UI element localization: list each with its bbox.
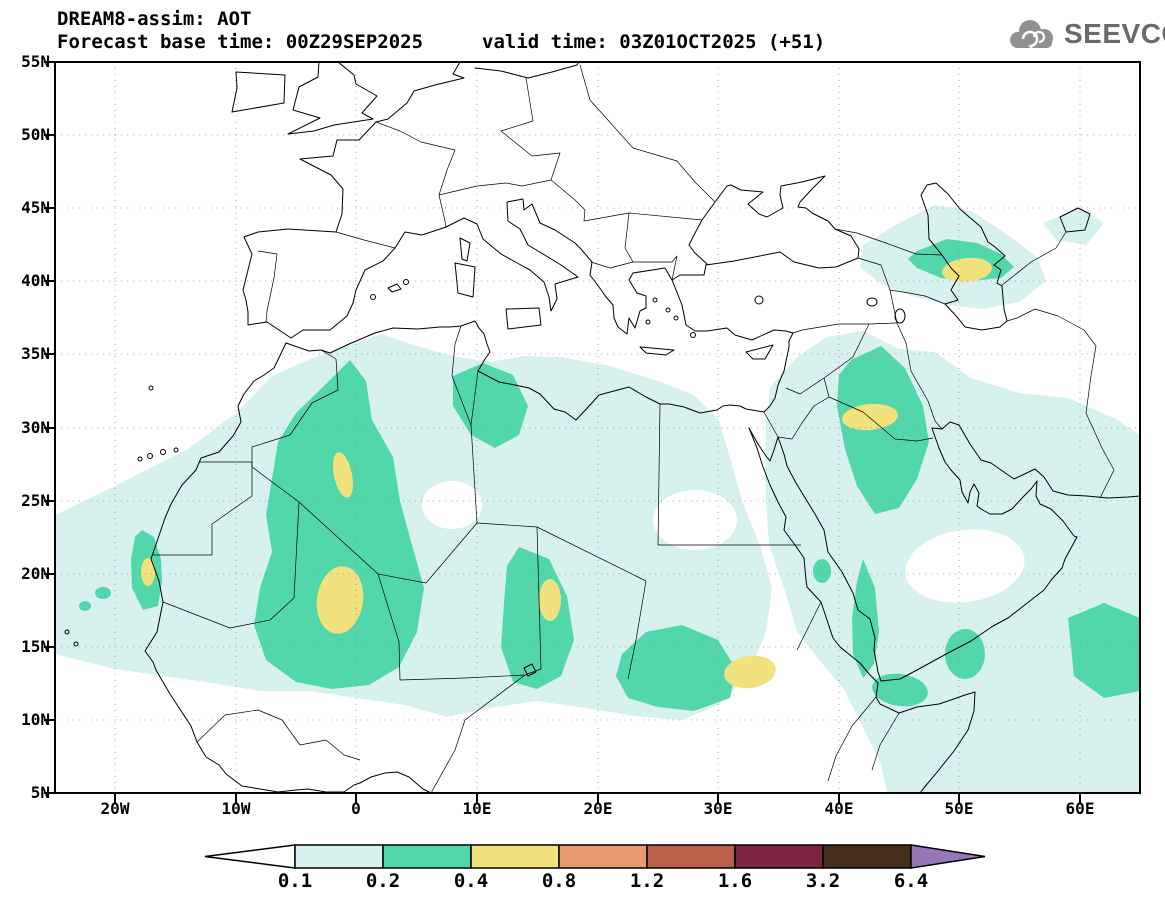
lat-label-45n: 45N — [21, 198, 50, 217]
lon-label-60e: 60E — [1065, 799, 1095, 818]
lat-label-5n: 5N — [30, 783, 50, 802]
lon-label-40e: 40E — [824, 799, 854, 818]
aot-band-0p4 — [141, 257, 992, 689]
lat-label-10n: 10N — [21, 710, 50, 729]
lat-label-35n: 35N — [21, 344, 50, 363]
cloud-logo-icon — [1010, 20, 1053, 49]
colorbar-label-6p4: 6.4 — [893, 870, 929, 892]
colorbar-label-3p2: 3.2 — [805, 870, 841, 892]
lat-label-50n: 50N — [21, 125, 50, 144]
lon-label-10w: 10W — [221, 799, 251, 818]
country-borders — [152, 64, 1115, 793]
lat-label-40n: 40N — [21, 271, 50, 290]
lon-label-30e: 30E — [703, 799, 733, 818]
colorbar-segment — [382, 844, 472, 869]
colorbar-label-0p2: 0.2 — [365, 870, 401, 892]
lat-label-15n: 15N — [21, 637, 50, 656]
seevccc-logo: SEEVCCC — [1006, 16, 1165, 52]
colorbar-arrow-left — [204, 844, 296, 869]
colorbar-label-0p4: 0.4 — [453, 870, 489, 892]
lon-label-20w: 20W — [100, 799, 130, 818]
forecast-base-time: Forecast base time: 00Z29SEP2025 — [57, 31, 424, 53]
aot-clear-holes — [422, 481, 1025, 603]
lat-label-30n: 30N — [21, 418, 50, 437]
valid-time: valid time: 03Z01OCT2025 (+51) — [482, 31, 826, 53]
coastlines — [64, 62, 1140, 793]
colorbar-segment — [646, 844, 736, 869]
lat-label-20n: 20N — [21, 564, 50, 583]
lon-label-10e: 10E — [462, 799, 492, 818]
colorbar-segment — [470, 844, 560, 869]
lat-label-25n: 25N — [21, 491, 50, 510]
colorbar-segment — [734, 844, 824, 869]
colorbar-segment — [558, 844, 648, 869]
colorbar-segment — [294, 844, 384, 869]
colorbar-label-0p1: 0.1 — [277, 870, 313, 892]
axis-ticks — [44, 61, 1081, 804]
lon-label-0: 0 — [351, 799, 361, 818]
lakes — [523, 295, 906, 677]
logo-text: SEEVCCC — [1064, 18, 1165, 49]
colorbar-label-0p8: 0.8 — [541, 870, 577, 892]
plot-title: DREAM8-assim: AOT — [57, 8, 252, 30]
colorbar-arrow-right — [910, 844, 986, 869]
colorbar — [204, 844, 986, 869]
lon-label-50e: 50E — [944, 799, 974, 818]
lat-label-55n: 55N — [21, 52, 50, 71]
colorbar-label-1p2: 1.2 — [629, 870, 665, 892]
lon-label-20e: 20E — [583, 799, 613, 818]
colorbar-segment — [822, 844, 912, 869]
graticule — [55, 62, 1140, 793]
colorbar-label-1p6: 1.6 — [717, 870, 753, 892]
